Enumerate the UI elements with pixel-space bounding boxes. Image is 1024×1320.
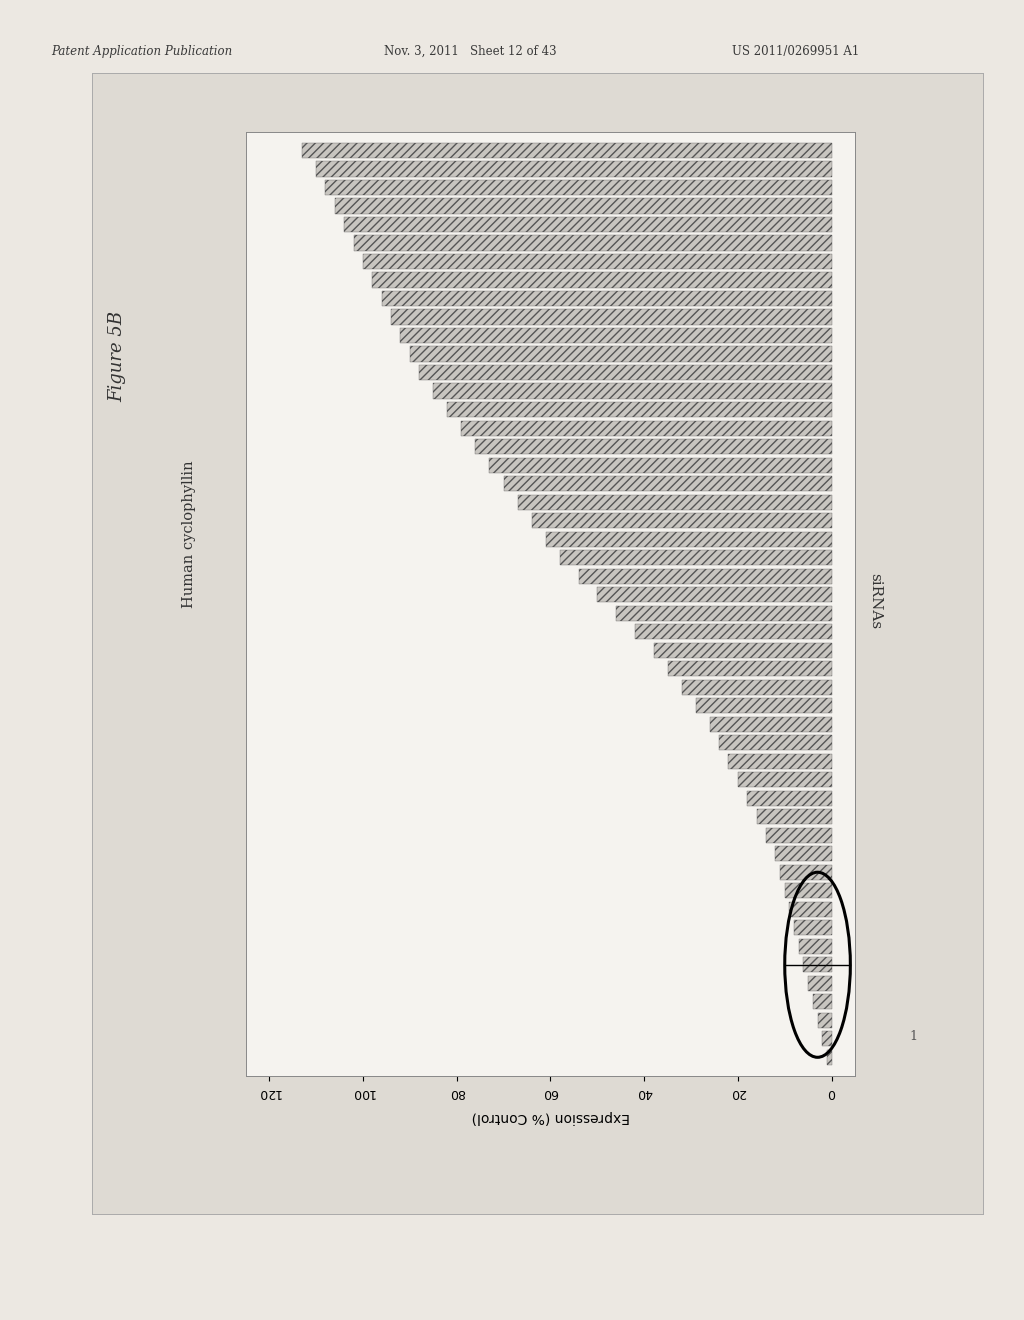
Bar (433, 384, 831, 399)
Bar (784, 883, 831, 899)
Bar (302, 143, 831, 158)
Bar (419, 366, 831, 380)
Bar (635, 624, 831, 639)
Bar (489, 458, 831, 473)
Bar (808, 975, 831, 991)
Bar (822, 1031, 831, 1047)
Bar (373, 272, 831, 288)
Bar (766, 828, 831, 842)
Bar (799, 939, 831, 954)
Bar (738, 772, 831, 787)
Bar (344, 216, 831, 232)
Bar (695, 698, 831, 713)
Bar (710, 717, 831, 731)
Bar (531, 513, 831, 528)
Bar (827, 1049, 831, 1065)
Bar (462, 421, 831, 436)
Bar (804, 957, 831, 973)
Bar (546, 532, 831, 546)
Bar (447, 403, 831, 417)
Bar (335, 198, 831, 214)
Bar (757, 809, 831, 824)
Bar (728, 754, 831, 768)
Bar (668, 661, 831, 676)
Bar (316, 161, 831, 177)
X-axis label: Expression (% Control): Expression (% Control) (471, 1110, 630, 1123)
Bar (391, 309, 831, 325)
Text: Figure 5B: Figure 5B (109, 310, 127, 403)
Bar (560, 550, 831, 565)
Bar (326, 180, 831, 195)
Bar (597, 587, 831, 602)
Bar (780, 865, 831, 880)
Bar (517, 495, 831, 510)
Text: Patent Application Publication: Patent Application Publication (51, 45, 232, 58)
Text: Human cyclophyllin: Human cyclophyllin (182, 461, 197, 609)
Bar (775, 846, 831, 862)
Bar (400, 327, 831, 343)
Bar (817, 1012, 831, 1028)
Bar (353, 235, 831, 251)
Bar (504, 477, 831, 491)
Bar (795, 920, 831, 936)
Text: Nov. 3, 2011   Sheet 12 of 43: Nov. 3, 2011 Sheet 12 of 43 (384, 45, 557, 58)
Text: 1: 1 (909, 1030, 918, 1043)
Bar (813, 994, 831, 1010)
Bar (790, 902, 831, 917)
Bar (362, 253, 831, 269)
Bar (382, 290, 831, 306)
Bar (410, 346, 831, 362)
Text: siRNAs: siRNAs (868, 573, 883, 628)
Bar (475, 440, 831, 454)
Bar (579, 569, 831, 583)
Bar (653, 643, 831, 657)
Bar (682, 680, 831, 694)
Bar (748, 791, 831, 805)
Bar (719, 735, 831, 750)
Text: US 2011/0269951 A1: US 2011/0269951 A1 (732, 45, 859, 58)
Bar (616, 606, 831, 620)
